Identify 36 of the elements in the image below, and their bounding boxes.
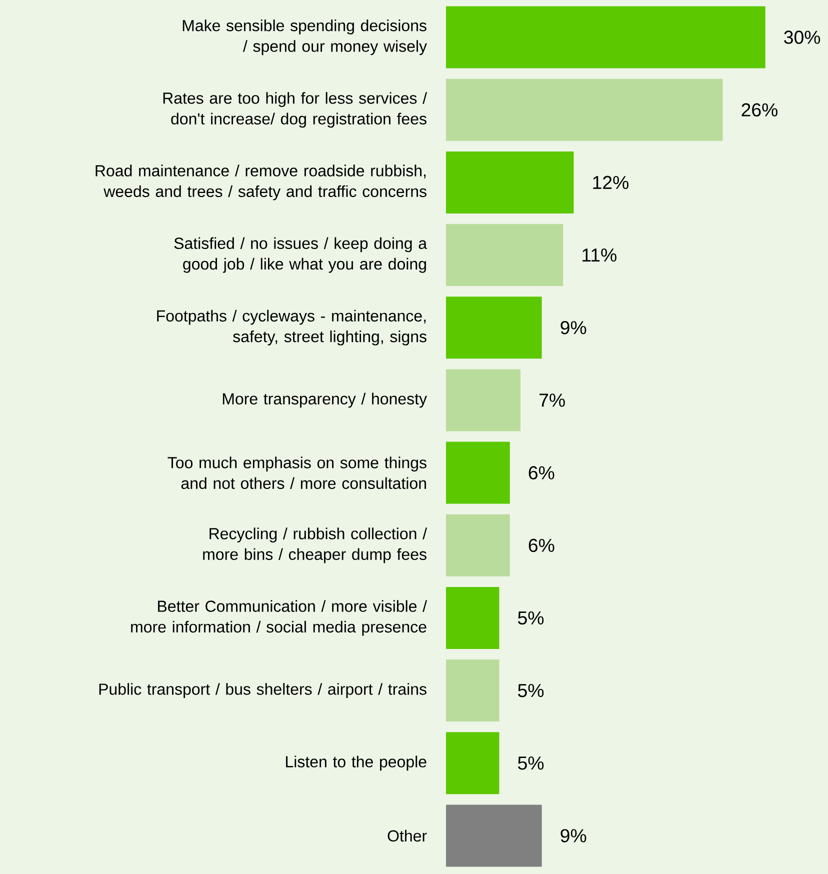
y-tick-label: Too much emphasis on some things and not others / more consultation — [168, 456, 426, 489]
bar — [446, 224, 564, 286]
bar — [446, 296, 542, 359]
data-label: 26% — [742, 103, 778, 116]
data-label: 9% — [560, 829, 586, 842]
y-tick-label: Rates are too high for less services / don't increase/ dog registration fees — [163, 92, 428, 128]
data-label: 6% — [528, 466, 554, 480]
data-label: 5% — [518, 684, 544, 698]
bar — [446, 442, 510, 504]
y-tick-label: Footpaths / cycleways - maintenance, safety, street lighting, signs — [157, 310, 426, 346]
bar — [446, 78, 723, 141]
y-tick-label: Listen to the people — [286, 756, 426, 771]
y-tick-label: Satisfied / no issues / keep doing a good job / like what you are doing — [174, 237, 428, 273]
bar — [446, 586, 500, 649]
y-tick-label: Public transport / bus shelters / airport / trains — [99, 683, 426, 698]
bar — [446, 151, 574, 214]
data-label: 12% — [593, 176, 628, 190]
data-label: 6% — [528, 538, 554, 552]
data-label: 9% — [560, 321, 586, 334]
data-label: 30% — [784, 30, 820, 44]
bar — [446, 804, 542, 867]
y-tick-label: More transparency / honesty — [222, 392, 427, 408]
data-label: 5% — [518, 756, 544, 770]
y-tick-label: Recycling / rubbish collection / more bins / cheaper dump fees — [203, 528, 428, 564]
bar — [446, 660, 500, 722]
data-label: 7% — [540, 394, 565, 407]
bar — [446, 6, 766, 68]
bar — [446, 732, 500, 794]
data-label: 5% — [518, 611, 544, 625]
y-tick-label: Make sensible spending decisions / spend our money wisely — [182, 20, 427, 56]
y-tick-label: Better Communication / more visible / more information / social media presence — [131, 600, 428, 636]
y-tick-label: Road maintenance / remove roadside rubbish, weeds and trees / safety and traffic concerns — [96, 164, 426, 200]
y-tick-label: Other — [388, 830, 427, 842]
bar — [446, 369, 521, 432]
data-label: 11% — [582, 248, 616, 262]
bar — [446, 514, 510, 576]
